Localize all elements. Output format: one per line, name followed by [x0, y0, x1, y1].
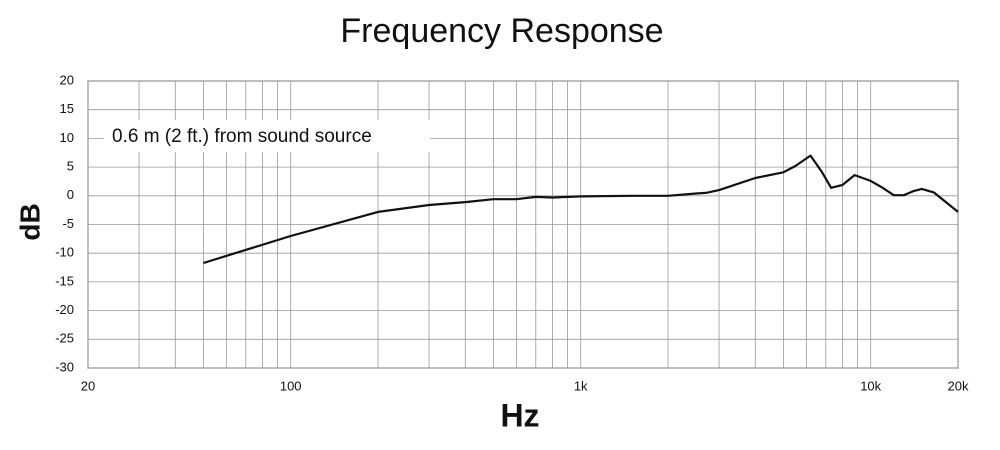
y-tick-label: -15: [55, 273, 74, 288]
x-tick-label: 10k: [860, 378, 881, 393]
annotation: 0.6 m (2 ft.) from sound source: [112, 126, 372, 147]
annotation-background: [104, 120, 430, 152]
y-tick-label: -30: [55, 359, 74, 374]
x-tick-label: 20: [81, 378, 95, 393]
y-tick-label: 15: [60, 101, 74, 116]
y-tick-label: 5: [67, 159, 74, 174]
y-tick-label: 0: [67, 187, 74, 202]
y-tick-label: -5: [62, 216, 74, 231]
y-tick-label: 20: [60, 72, 74, 87]
y-axis-label: dB: [14, 203, 45, 240]
x-tick-label: 1k: [574, 378, 588, 393]
x-tick-label: 20k: [948, 378, 969, 393]
x-axis-label: Hz: [500, 397, 539, 433]
x-tick-label: 100: [280, 378, 302, 393]
chart-title: Frequency Response: [340, 12, 663, 50]
y-tick-label: -20: [55, 302, 74, 317]
y-tick-label: -25: [55, 331, 74, 346]
response-line: [203, 154, 959, 265]
y-tick-label: 10: [60, 130, 74, 145]
y-tick-label: -10: [55, 245, 74, 260]
